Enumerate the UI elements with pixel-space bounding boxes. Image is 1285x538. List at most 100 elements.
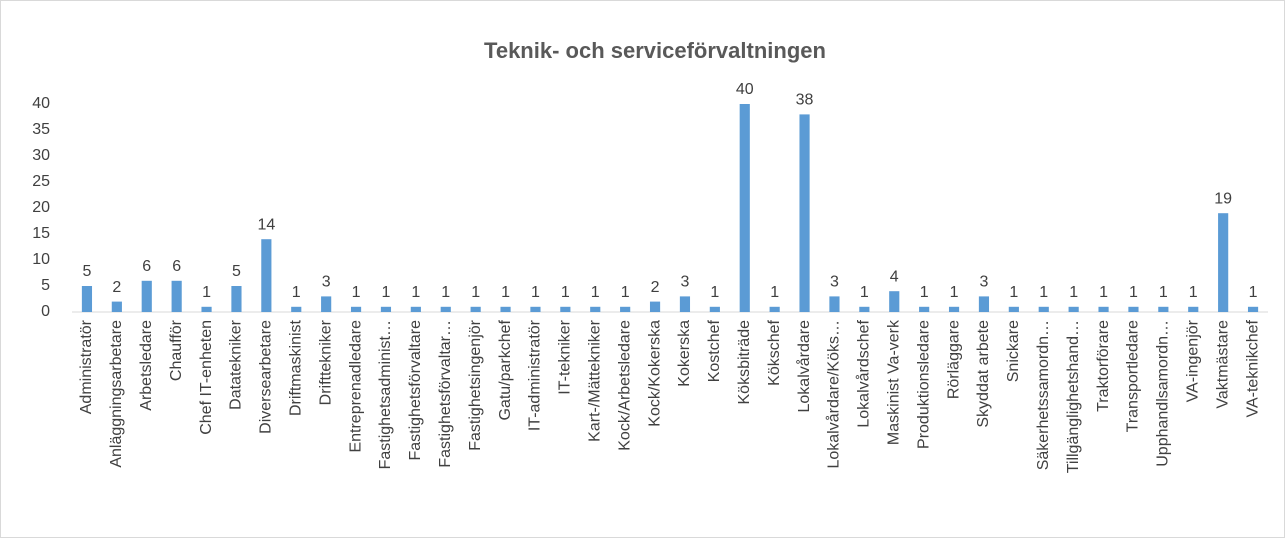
x-tick-label: Fastighetsförvaltar… <box>437 320 454 468</box>
bar <box>500 306 511 312</box>
x-tick-label: Fastighetsingenjör <box>467 319 484 450</box>
data-label: 5 <box>232 263 241 280</box>
x-tick-label: Diversearbetare <box>258 320 275 434</box>
bar <box>321 296 332 312</box>
x-tick-label: Chef IT-enheten <box>198 320 215 435</box>
x-tick-label: Kostchef <box>706 319 723 382</box>
bar <box>889 291 900 312</box>
data-label: 6 <box>142 258 151 275</box>
data-label: 38 <box>796 92 814 109</box>
x-tick-label: Fastighetsförvaltare <box>407 320 424 461</box>
x-tick-label: Kock/Kokerska <box>646 320 663 427</box>
bar <box>739 104 750 312</box>
data-label: 1 <box>411 284 420 301</box>
data-label: 3 <box>830 274 839 291</box>
x-tick-label: Maskinist Va-verk <box>885 319 902 445</box>
data-label: 1 <box>1099 284 1108 301</box>
x-tick-label: Vaktmästare <box>1214 320 1231 409</box>
y-tick-label: 5 <box>41 277 50 294</box>
data-label: 1 <box>1159 284 1168 301</box>
data-label: 40 <box>736 81 754 98</box>
data-label: 1 <box>1009 284 1018 301</box>
bar <box>201 306 212 312</box>
x-tick-label: Traktorförare <box>1095 320 1112 412</box>
y-tick-label: 35 <box>32 121 50 138</box>
bar <box>530 306 541 312</box>
x-tick-label: IT-administratör <box>527 319 544 431</box>
bar <box>859 306 870 312</box>
x-tick-label: Kökschef <box>766 319 783 385</box>
bar <box>1038 306 1049 312</box>
y-tick-label: 20 <box>32 199 50 216</box>
x-tick-label: Gatu/parkchef <box>497 319 514 420</box>
y-tick-label: 30 <box>32 147 50 164</box>
x-tick-label: Rörläggare <box>945 320 962 399</box>
data-label: 1 <box>770 284 779 301</box>
bar <box>1188 306 1199 312</box>
data-label: 1 <box>202 284 211 301</box>
bar <box>231 286 242 312</box>
x-tick-label: Kock/Arbetsledare <box>616 320 633 451</box>
bar <box>709 306 720 312</box>
data-label: 1 <box>352 284 361 301</box>
x-tick-label: Driftmaskinist <box>287 319 304 416</box>
data-label: 1 <box>561 284 570 301</box>
bar <box>141 280 152 312</box>
data-label: 19 <box>1214 190 1232 207</box>
y-tick-label: 25 <box>32 173 50 190</box>
x-tick-label: Snickare <box>1005 320 1022 382</box>
bar <box>1158 306 1169 312</box>
x-tick-label: Tillgänglighetshand… <box>1065 320 1082 473</box>
bar <box>679 296 691 312</box>
data-label: 1 <box>1189 284 1198 301</box>
x-tick-label: Datatekniker <box>228 319 245 409</box>
bar <box>111 301 122 312</box>
data-label: 1 <box>591 284 600 301</box>
bar <box>948 306 960 312</box>
data-label: 4 <box>890 268 899 285</box>
x-tick-label: VA-ingenjör <box>1184 319 1201 402</box>
chart-title: Teknik- och serviceförvaltningen <box>484 38 826 63</box>
x-tick-label: Lokalvårdare <box>795 320 813 413</box>
x-tick-label: Arbetsledare <box>138 320 155 411</box>
data-label: 2 <box>112 279 121 296</box>
bar <box>81 286 93 312</box>
data-label: 3 <box>322 274 331 291</box>
x-tick-label: Anläggningsarbetare <box>108 320 125 468</box>
data-label: 1 <box>1129 284 1138 301</box>
data-label: 1 <box>501 284 510 301</box>
data-label: 1 <box>1039 284 1048 301</box>
y-tick-label: 10 <box>32 251 50 268</box>
data-label: 6 <box>172 258 181 275</box>
data-label: 2 <box>651 279 660 296</box>
x-tick-label: Fastighetsadminist… <box>377 320 394 469</box>
bar <box>1098 306 1109 312</box>
x-tick-label: IT-tekniker <box>557 319 574 394</box>
data-label: 1 <box>531 284 540 301</box>
data-label: 1 <box>920 284 929 301</box>
bar <box>440 306 451 312</box>
data-label: 1 <box>860 284 869 301</box>
bar <box>769 306 780 312</box>
x-tick-label: Administratör <box>78 319 95 414</box>
y-tick-label: 15 <box>32 225 50 242</box>
x-tick-label: Produktionsledare <box>915 320 932 449</box>
x-tick-label: Kart-/Mättekniker <box>586 319 603 441</box>
data-label: 3 <box>680 274 689 291</box>
data-label: 1 <box>381 284 390 301</box>
data-label: 5 <box>82 263 91 280</box>
bar <box>1247 306 1259 312</box>
bar <box>1068 306 1079 312</box>
bar <box>620 306 631 312</box>
data-label: 14 <box>257 216 275 233</box>
x-tick-label: Köksbiträde <box>736 320 753 405</box>
bar <box>978 296 990 312</box>
bar <box>470 306 481 312</box>
bar <box>410 306 421 312</box>
data-label: 1 <box>441 284 450 301</box>
bar <box>649 301 661 312</box>
bar <box>261 239 272 312</box>
bar <box>590 306 601 312</box>
